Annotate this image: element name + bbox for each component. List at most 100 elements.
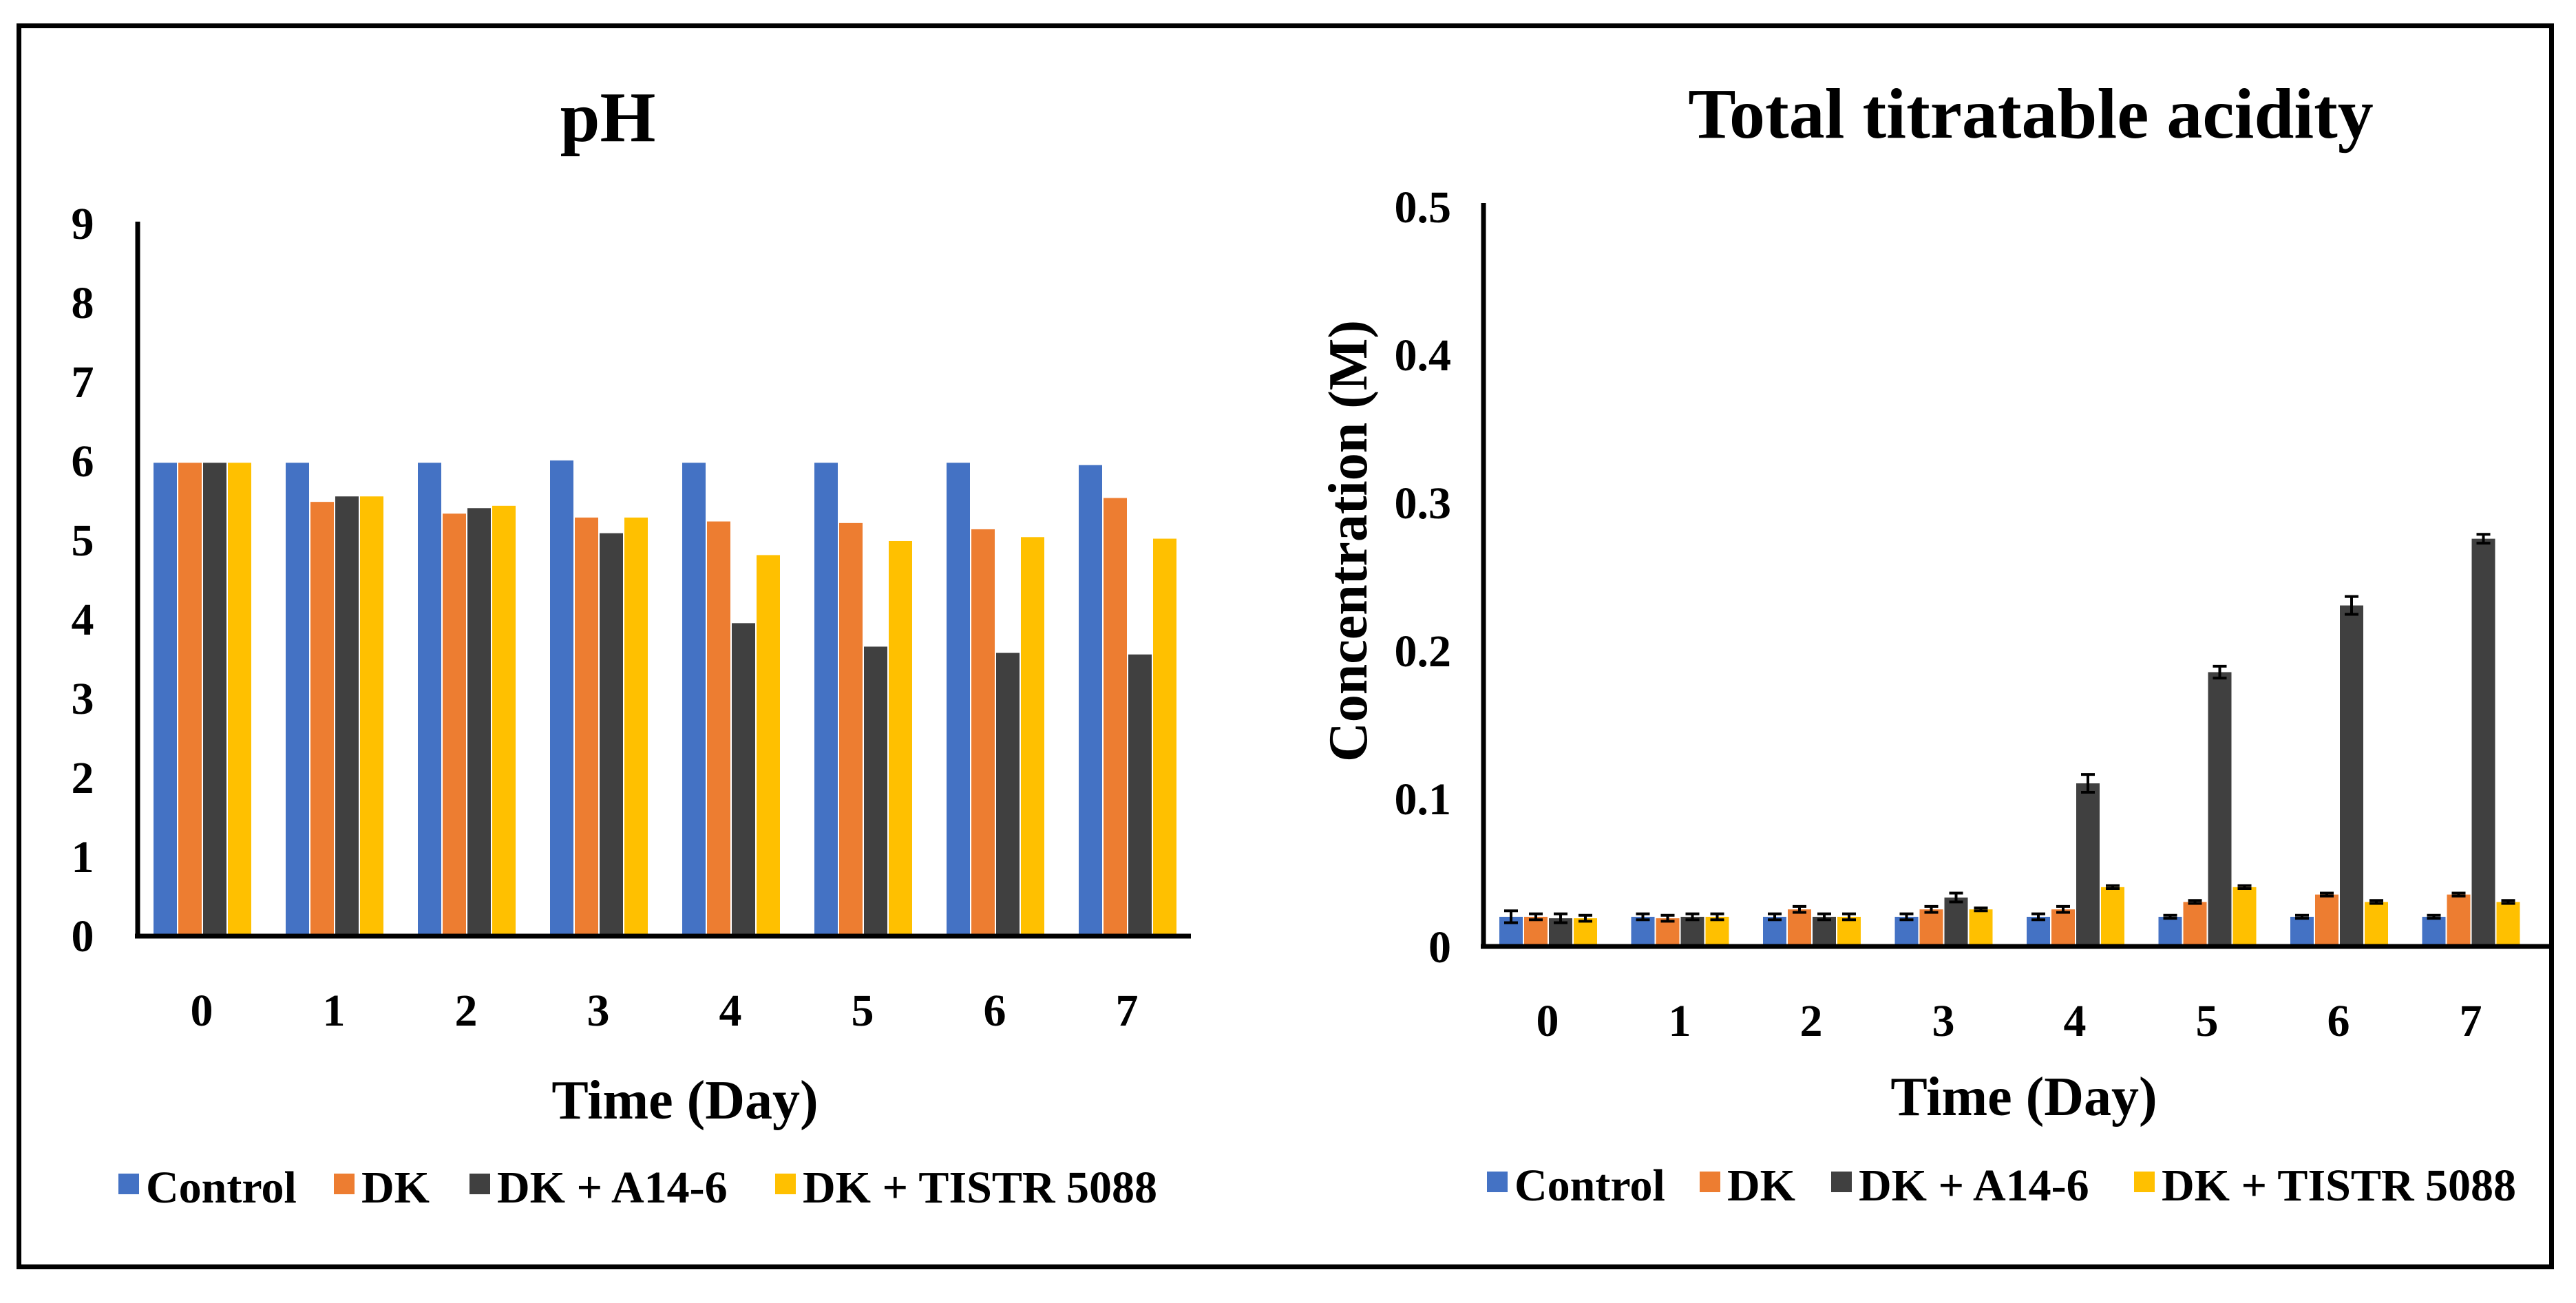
tta-x-tick: 4 [2064,996,2087,1046]
ph-bar-control-day-0 [154,463,177,936]
tta-bar-dk-day-2 [1788,909,1811,946]
ph-y-tick: 3 [72,674,94,724]
tta-error-bar-dk-a14-6-day-2 [1817,912,1831,922]
tta-chart-title: Total titratable acidity [1688,74,2374,153]
ph-bar-dk-tistr-5088-day-1 [360,496,383,936]
ph-x-tick: 7 [1116,986,1139,1036]
tta-bar-dk-tistr-5088-day-1 [1705,916,1729,946]
ph-bar-dk-tistr-5088-day-2 [492,505,516,936]
ph-bar-dk-a14-6-day-2 [467,508,491,936]
ph-bar-dk-day-0 [178,463,202,936]
ph-legend-swatch-control [118,1174,139,1194]
tta-legend-swatch-dk-a14-6 [1831,1172,1852,1192]
tta-y-tick: 0.4 [1395,330,1452,381]
ph-y-ticks: 0 1 2 3 4 5 6 7 8 9 [72,199,94,962]
ph-bar-dk-day-6 [971,529,995,936]
tta-bar-control-day-4 [2027,916,2050,946]
tta-bar-dk-a14-6-day-1 [1680,916,1704,946]
tta-chart: Total titratable acidity Concentration (… [1318,74,2554,1211]
ph-chart-title: pH [560,78,656,157]
ph-legend-label-dk-tistr-5088: DK + TISTR 5088 [803,1163,1157,1213]
ph-bar-dk-day-1 [310,502,334,936]
tta-error-bar-dk-tistr-5088-day-0 [1579,913,1592,923]
tta-x-ticks: 0 1 2 3 4 5 6 7 [1537,996,2482,1046]
tta-legend-swatch-dk-tistr-5088 [2134,1172,2155,1192]
ph-bar-control-day-6 [947,463,970,936]
tta-bar-dk-tistr-5088-day-4 [2101,887,2124,946]
tta-error-bar-control-day-2 [1768,912,1782,922]
ph-x-tick: 0 [191,986,213,1036]
tta-y-ticks: 0 0.1 0.2 0.3 0.4 0.5 [1395,182,1452,973]
tta-error-bar-dk-a14-6-day-4 [2081,773,2095,794]
tta-bar-dk-tistr-5088-day-0 [1574,918,1597,946]
ph-bar-control-day-7 [1079,465,1102,936]
ph-legend-swatch-dk-a14-6 [469,1174,490,1194]
tta-bar-dk-tistr-5088-day-5 [2232,887,2257,946]
ph-bar-dk-tistr-5088-day-3 [624,517,648,936]
tta-y-axis-label: Concentration (M) [1318,320,1379,762]
ph-x-tick: 5 [852,986,874,1036]
ph-bar-dk-tistr-5088-day-7 [1153,538,1176,936]
tta-bar-control-day-1 [1631,916,1655,946]
tta-error-bar-dk-a14-6-day-7 [2476,533,2491,545]
tta-error-bar-control-day-7 [2427,913,2441,920]
ph-y-tick: 8 [72,278,94,328]
tta-bar-control-day-5 [2158,916,2182,946]
ph-bar-dk-day-7 [1104,498,1127,936]
tta-error-bar-dk-a14-6-day-5 [2213,664,2227,680]
tta-error-bar-dk-day-0 [1529,912,1543,922]
ph-legend-swatch-dk-tistr-5088 [775,1174,796,1194]
ph-legend-label-dk: DK [361,1163,430,1213]
tta-error-bar-dk-day-5 [2188,899,2202,905]
tta-error-bar-dk-day-7 [2451,891,2466,898]
tta-bar-dk-tistr-5088-day-3 [1969,909,1993,946]
ph-x-tick: 2 [455,986,478,1036]
ph-x-tick: 4 [719,986,742,1036]
ph-bar-control-day-4 [682,463,706,936]
tta-error-bar-dk-a14-6-day-3 [1949,891,1963,904]
tta-error-bar-dk-tistr-5088-day-6 [2369,899,2383,905]
ph-x-tick: 1 [323,986,346,1036]
tta-x-tick: 1 [1669,996,1691,1046]
tta-x-axis-label: Time (Day) [1890,1067,2157,1127]
tta-bar-control-day-7 [2422,916,2446,946]
tta-legend-label-dk-tistr-5088: DK + TISTR 5088 [2162,1161,2516,1211]
tta-y-tick: 0.3 [1395,478,1452,529]
ph-bar-dk-a14-6-day-0 [203,463,226,936]
ph-bar-dk-day-3 [575,517,598,936]
ph-bar-dk-tistr-5088-day-4 [757,555,780,936]
tta-error-bar-control-day-0 [1504,909,1518,924]
ph-x-tick: 6 [984,986,1006,1036]
ph-x-ticks: 0 1 2 3 4 5 6 7 [191,986,1139,1036]
ph-bar-dk-day-2 [443,513,466,936]
tta-legend-label-dk: DK [1727,1161,1795,1211]
tta-error-bar-control-day-4 [2031,912,2045,922]
tta-error-bar-dk-day-3 [1924,904,1939,914]
tta-bar-dk-day-1 [1656,918,1680,946]
tta-bar-dk-day-5 [2183,902,2207,946]
tta-x-tick: 2 [1800,996,1823,1046]
tta-legend-label-dk-a14-6: DK + A14-6 [1859,1161,2089,1211]
ph-bar-dk-a14-6-day-5 [864,646,887,936]
ph-legend: Control DK DK + A14-6 DK + TISTR 5088 [118,1163,1157,1213]
tta-bar-dk-day-6 [2315,894,2339,946]
ph-bars [154,460,1176,936]
tta-bar-dk-a14-6-day-3 [1944,897,1968,946]
ph-bar-control-day-2 [418,463,441,936]
tta-y-tick: 0.5 [1395,182,1452,233]
tta-bar-dk-a14-6-day-4 [2076,783,2100,946]
tta-x-tick: 6 [2327,996,2350,1046]
tta-error-bar-control-day-5 [2163,913,2177,920]
ph-x-tick: 3 [587,986,610,1036]
ph-bar-dk-a14-6-day-1 [335,496,359,936]
tta-x-tick: 0 [1537,996,1559,1046]
tta-error-bar-dk-day-1 [1660,913,1675,923]
ph-y-tick: 2 [72,753,94,803]
ph-chart: pH 0 1 2 3 4 5 6 7 8 9 0 1 2 3 4 5 6 7 T… [72,78,1191,1213]
ph-bar-dk-a14-6-day-3 [600,533,623,936]
tta-x-tick: 7 [2460,996,2482,1046]
ph-bar-control-day-5 [814,463,838,936]
tta-error-bar-dk-day-2 [1793,904,1806,914]
ph-y-tick: 1 [72,832,94,882]
tta-y-tick: 0.1 [1395,774,1452,825]
